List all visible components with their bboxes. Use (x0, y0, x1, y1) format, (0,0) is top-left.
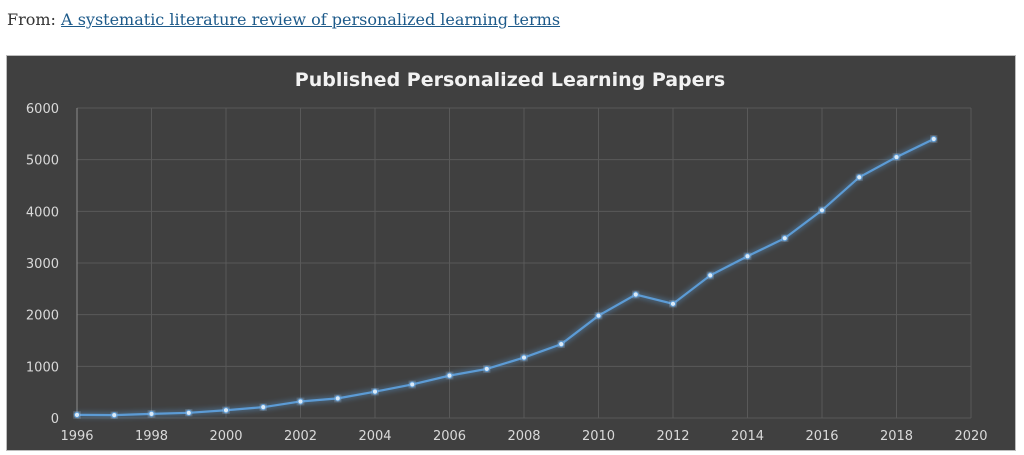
series-line (76, 138, 935, 417)
chart-title: Published Personalized Learning Papers (295, 69, 725, 91)
data-point (73, 411, 81, 418)
y-tick-label: 0 (51, 412, 59, 427)
x-tick-label: 2008 (507, 429, 540, 444)
y-tick-label: 2000 (26, 309, 59, 324)
data-point (818, 207, 826, 214)
data-point (222, 407, 230, 414)
x-tick-label: 2012 (656, 429, 689, 444)
source-prefix: From: (7, 10, 56, 29)
y-tick-label: 4000 (26, 205, 59, 220)
x-tick-label: 2000 (209, 429, 242, 444)
source-article-link[interactable]: A systematic literature review of person… (61, 10, 561, 29)
x-tick-label: 2014 (731, 429, 764, 444)
data-point (595, 312, 602, 319)
x-tick-label: 1996 (60, 429, 93, 444)
data-point (632, 291, 639, 298)
x-tick-label: 2002 (284, 429, 317, 444)
data-point (930, 135, 937, 143)
data-point (409, 381, 416, 388)
data-series-line (73, 135, 937, 419)
y-axis-labels: 0 1000 2000 3000 4000 5000 6000 (26, 102, 59, 427)
chart-gridlines (76, 107, 972, 419)
data-point (558, 341, 565, 348)
data-point (744, 253, 751, 260)
data-point (520, 354, 528, 361)
x-tick-label: 2016 (805, 429, 838, 444)
data-point (707, 272, 714, 279)
data-point (334, 395, 341, 402)
data-point (185, 409, 192, 416)
y-tick-label: 3000 (26, 257, 59, 272)
chart-container: Published Personalized Learning Papers 0… (6, 55, 1016, 451)
data-point (111, 412, 118, 419)
source-attribution: From: A systematic literature review of … (7, 10, 560, 29)
data-point (893, 153, 900, 161)
data-point (856, 174, 863, 181)
data-point (260, 404, 267, 411)
x-axis-labels: 1996 1998 2000 2002 2004 2006 2008 2010 2012 2014… (60, 429, 987, 444)
x-tick-label: 2020 (954, 429, 987, 444)
x-tick-label: 2004 (358, 429, 391, 444)
data-point (446, 372, 453, 379)
data-point (148, 410, 155, 417)
y-tick-label: 1000 (26, 360, 59, 375)
data-point (371, 388, 379, 395)
x-tick-label: 1998 (135, 429, 168, 444)
data-point (669, 300, 677, 307)
y-tick-label: 5000 (26, 154, 59, 169)
x-tick-label: 2018 (880, 429, 913, 444)
data-point (483, 365, 490, 373)
x-tick-label: 2006 (433, 429, 466, 444)
y-tick-label: 6000 (26, 102, 59, 117)
x-tick-label: 2010 (582, 429, 615, 444)
data-point (297, 398, 304, 405)
data-point (781, 235, 788, 242)
line-chart: Published Personalized Learning Papers 0… (26, 69, 988, 444)
